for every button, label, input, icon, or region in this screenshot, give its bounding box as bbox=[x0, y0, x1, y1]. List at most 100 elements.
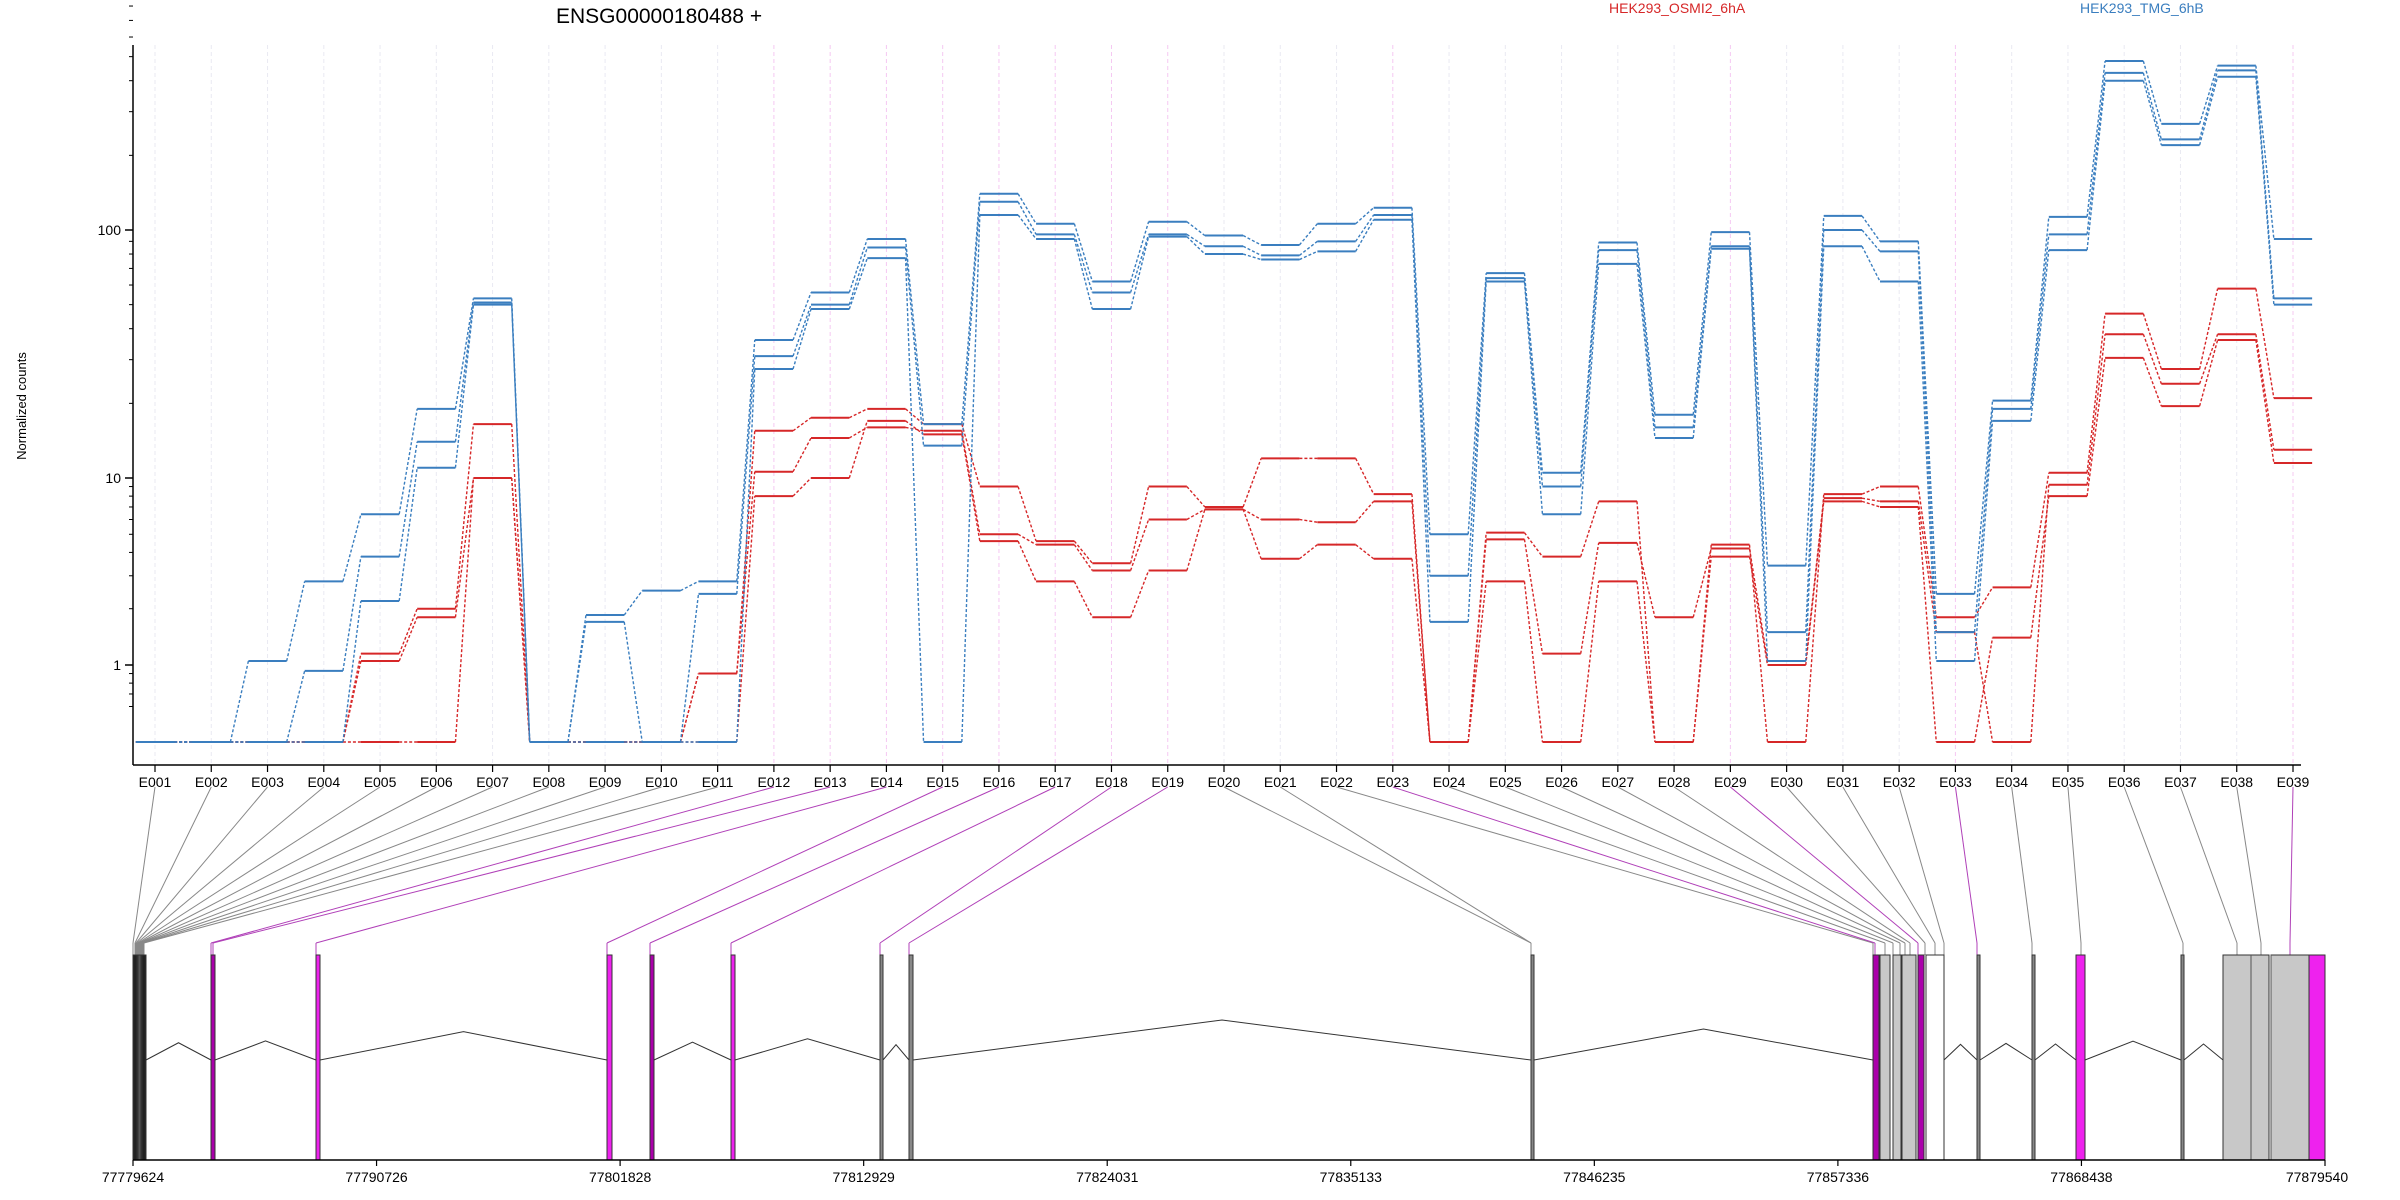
genomic-tick-label: 77846235 bbox=[1563, 1169, 1626, 1185]
exon-box bbox=[1976, 954, 1981, 1161]
exon-box bbox=[2308, 954, 2326, 1161]
x-tick-label: E010 bbox=[645, 774, 678, 790]
series-connector bbox=[285, 581, 306, 662]
series-connector bbox=[736, 369, 756, 743]
y-axis: 1 10 100 bbox=[98, 5, 134, 765]
series-connector bbox=[454, 477, 475, 618]
series-connector bbox=[1242, 508, 1262, 521]
intron-link bbox=[1979, 1042, 2033, 1061]
series-connector bbox=[2255, 288, 2275, 399]
genomic-tick-label: 77835133 bbox=[1320, 1169, 1383, 1185]
series-connector bbox=[792, 437, 812, 473]
intron-link bbox=[882, 1043, 910, 1061]
series-connector bbox=[1129, 570, 1150, 618]
genomic-tick-label: 77790726 bbox=[345, 1169, 408, 1185]
x-tick-label: E039 bbox=[2277, 774, 2310, 790]
series-6 bbox=[135, 75, 2313, 743]
series-connector bbox=[1299, 518, 1318, 523]
series-connector bbox=[2255, 76, 2275, 305]
series-connector bbox=[1861, 485, 1881, 495]
series-connector bbox=[1411, 558, 1431, 743]
series-connector bbox=[342, 660, 362, 743]
exon-connector bbox=[908, 786, 1168, 944]
exon-connector bbox=[649, 786, 1000, 944]
series-connector bbox=[904, 238, 925, 425]
exon-box bbox=[879, 954, 884, 1161]
series-connector bbox=[1129, 519, 1150, 571]
x-tick-label: E031 bbox=[1827, 774, 1860, 790]
series-connector bbox=[398, 408, 418, 515]
series-connector bbox=[2255, 65, 2275, 240]
intron-link bbox=[653, 1041, 732, 1061]
exon-connector bbox=[2236, 786, 2262, 944]
exon-connector bbox=[143, 786, 718, 944]
exon-box bbox=[132, 954, 138, 1161]
series-connector bbox=[1692, 248, 1712, 439]
exon-connector bbox=[138, 786, 437, 944]
exon-connector bbox=[210, 786, 775, 944]
x-tick-label: E005 bbox=[364, 774, 397, 790]
series-connector bbox=[511, 304, 531, 743]
exon-column-stripes bbox=[154, 45, 2294, 765]
series-connector bbox=[1467, 278, 1487, 576]
x-tick-label: E034 bbox=[1995, 774, 2028, 790]
series-connector bbox=[961, 214, 981, 743]
exon-box bbox=[1901, 954, 1917, 1161]
series-connector bbox=[1186, 486, 1206, 508]
series-connector bbox=[1355, 214, 1375, 242]
series-connector bbox=[285, 670, 306, 743]
series-connector bbox=[848, 247, 868, 305]
series-connector bbox=[1636, 542, 1656, 618]
series-connector bbox=[1017, 486, 1037, 542]
series-connector bbox=[1861, 229, 1881, 252]
exon-box bbox=[2222, 954, 2252, 1161]
x-tick-label: E035 bbox=[2052, 774, 2085, 790]
x-tick-label: E018 bbox=[1095, 774, 1128, 790]
exon-connector bbox=[141, 786, 606, 944]
exon-box bbox=[2075, 954, 2086, 1161]
exon-connector bbox=[315, 786, 887, 944]
series-connector bbox=[342, 556, 362, 672]
series-connector bbox=[961, 193, 981, 425]
exon-box bbox=[2250, 954, 2270, 1161]
y-tick-label: 10 bbox=[105, 470, 121, 486]
series-connector bbox=[1411, 501, 1431, 743]
series-connector bbox=[1073, 544, 1093, 571]
x-tick-label: E036 bbox=[2108, 774, 2141, 790]
series-connector bbox=[2255, 339, 2275, 464]
series-connector bbox=[1242, 509, 1262, 559]
series-connector bbox=[792, 304, 812, 357]
series-connector bbox=[1129, 234, 1150, 293]
intron-link bbox=[1943, 1043, 1978, 1061]
x-tick-label: E021 bbox=[1264, 774, 1297, 790]
x-tick-label: E017 bbox=[1039, 774, 1072, 790]
genomic-tick-label: 77812929 bbox=[833, 1169, 896, 1185]
series-connector bbox=[1073, 581, 1093, 618]
series-connector bbox=[792, 308, 812, 370]
x-tick-label: E030 bbox=[1770, 774, 1803, 790]
series-connector bbox=[1748, 232, 1769, 566]
series-connector bbox=[736, 496, 756, 743]
series-connector bbox=[1523, 581, 1544, 743]
series-connector bbox=[1073, 234, 1094, 293]
x-tick-label: E002 bbox=[195, 774, 228, 790]
chart-title: ENSG00000180488 + bbox=[556, 5, 762, 28]
intron-link bbox=[2084, 1040, 2182, 1061]
series-connector bbox=[1186, 508, 1206, 521]
x-tick-label: E004 bbox=[307, 774, 340, 790]
series-connector bbox=[1805, 494, 1825, 743]
exon-box bbox=[2031, 954, 2036, 1161]
series-connector bbox=[1355, 207, 1375, 225]
y-tick-label: 1 bbox=[113, 657, 121, 673]
series-connector bbox=[1917, 241, 1937, 594]
exon-connector bbox=[1673, 786, 1911, 944]
series-connector bbox=[2030, 496, 2050, 638]
series-connector bbox=[1186, 221, 1206, 237]
series-connector bbox=[1017, 201, 1037, 235]
series-connector bbox=[2142, 80, 2163, 146]
series-connector bbox=[1917, 486, 1937, 618]
exon-connector bbox=[1842, 786, 1936, 944]
series-connector bbox=[1973, 587, 1994, 618]
series-connector bbox=[848, 257, 868, 310]
series-connector bbox=[1692, 548, 1712, 618]
